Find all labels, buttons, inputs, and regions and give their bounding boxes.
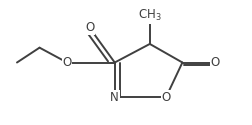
Text: CH$_3$: CH$_3$ (138, 8, 162, 23)
Text: N: N (110, 91, 119, 104)
Text: O: O (210, 56, 219, 69)
Text: O: O (162, 91, 171, 104)
Text: O: O (85, 21, 94, 34)
Text: O: O (62, 56, 72, 69)
